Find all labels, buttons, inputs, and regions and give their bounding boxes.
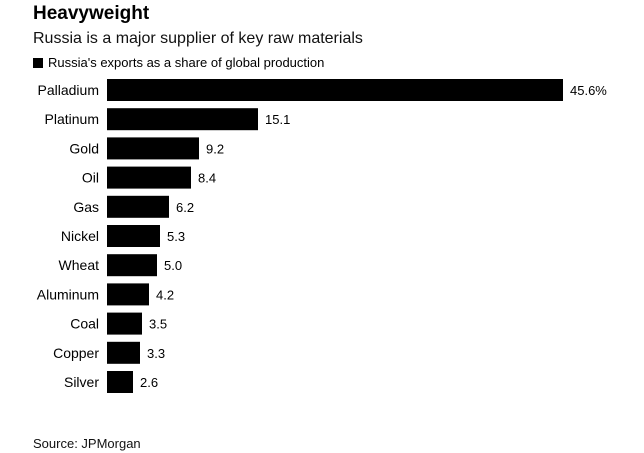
bar-nickel — [107, 225, 160, 247]
value-label-gas: 6.2 — [176, 200, 194, 215]
source-note: Source: JPMorgan — [33, 436, 141, 451]
bar-oil — [107, 166, 191, 189]
bar-platinum — [107, 108, 258, 131]
value-label-oil: 8.4 — [198, 171, 216, 186]
value-label-aluminum: 4.2 — [156, 287, 174, 302]
category-label-wheat: Wheat — [59, 257, 100, 273]
bar-gas — [107, 195, 169, 218]
bar-copper — [107, 341, 140, 364]
legend: Russia's exports as a share of global pr… — [33, 55, 324, 70]
value-label-nickel: 5.3 — [167, 229, 185, 244]
category-label-gold: Gold — [69, 140, 99, 156]
legend-label: Russia's exports as a share of global pr… — [48, 55, 325, 70]
legend-swatch — [33, 57, 43, 68]
value-label-gold: 9.2 — [206, 141, 224, 156]
bar-silver — [107, 371, 133, 393]
value-label-wheat: 5.0 — [164, 258, 182, 273]
category-label-silver: Silver — [64, 374, 99, 390]
category-label-aluminum: Aluminum — [37, 286, 99, 302]
chart-title: Heavyweight — [33, 3, 150, 24]
bar-wheat — [107, 254, 157, 277]
category-label-oil: Oil — [82, 170, 99, 186]
bar-gold — [107, 137, 199, 160]
bar-palladium — [107, 79, 563, 101]
category-label-coal: Coal — [70, 316, 99, 332]
chart-subtitle: Russia is a major supplier of key raw ma… — [33, 30, 363, 47]
value-label-copper: 3.3 — [147, 346, 165, 361]
category-label-palladium: Palladium — [38, 82, 99, 98]
bar-coal — [107, 312, 142, 335]
category-label-copper: Copper — [53, 345, 99, 361]
category-label-platinum: Platinum — [45, 111, 99, 127]
category-label-gas: Gas — [73, 199, 99, 215]
bar-aluminum — [107, 283, 149, 306]
category-label-nickel: Nickel — [61, 228, 99, 244]
value-label-coal: 3.5 — [149, 317, 167, 332]
value-label-palladium: 45.6% — [570, 83, 607, 98]
value-label-silver: 2.6 — [140, 375, 158, 390]
value-label-platinum: 15.1 — [265, 112, 290, 127]
